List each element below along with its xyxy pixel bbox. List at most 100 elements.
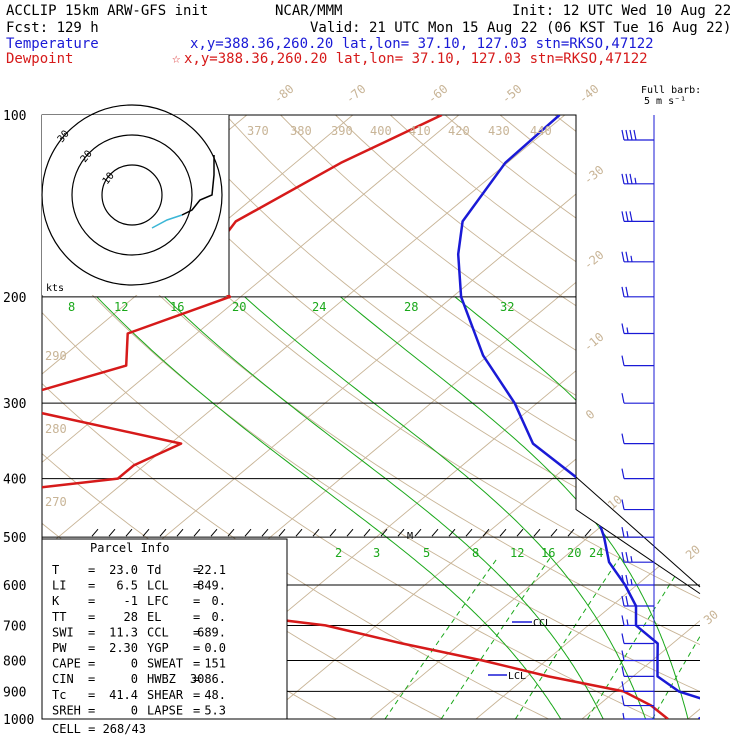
hatch-mark (431, 528, 439, 537)
temp-axis-label: 20 (232, 300, 246, 314)
temp-axis-label: 28 (404, 300, 418, 314)
parcel-eq: = (88, 594, 95, 608)
parcel-key: SREH (52, 703, 81, 717)
isotherm-label: -10 (581, 330, 607, 355)
pressure-tick-label: 900 (3, 685, 26, 700)
header-model: ACCLIP 15km ARW-GFS init (6, 3, 208, 19)
isotherm-label: -20 (581, 248, 607, 273)
wind-barb (621, 552, 654, 563)
wind-barb (621, 650, 654, 662)
wind-barb (621, 633, 654, 645)
mixing-ratio-label: 3 (373, 546, 380, 560)
mixing-ratio-line (699, 557, 700, 719)
parcel-key: Tc (52, 688, 66, 702)
dry-adiabat (609, 115, 700, 719)
header-valid: Valid: 21 UTC Mon 15 Aug 22 (06 KST Tue … (310, 20, 731, 36)
dry-adiabat (225, 115, 700, 719)
parcel-eq: = (193, 625, 200, 639)
temp-axis-label: 16 (170, 300, 184, 314)
parcel-value: 2.30 (109, 641, 138, 655)
mixing-ratio-label: 8 (472, 546, 479, 560)
parcel-key: EL (147, 610, 161, 624)
frame-diagonal (575, 476, 701, 588)
hodograph-high (181, 155, 215, 216)
parcel-key: CIN (52, 672, 74, 686)
parcel-key: LCL (147, 579, 169, 593)
mixing-ratio-label: 12 (510, 546, 524, 560)
hatch-mark (550, 528, 558, 537)
parcel-eq: = (88, 703, 95, 717)
hatch-mark (295, 528, 303, 537)
hatch-mark (244, 528, 252, 537)
parcel-value: 48. (204, 688, 226, 702)
hatch-mark (261, 528, 269, 537)
wind-barb (621, 286, 654, 298)
hatch-mark (159, 528, 167, 537)
parcel-eq: = (88, 641, 95, 655)
parcel-eq: = (193, 594, 200, 608)
parcel-key: HWBZ (147, 672, 176, 686)
theta-label: 410 (409, 124, 431, 138)
dry-adiabat (60, 115, 700, 719)
parcel-value: 689. (197, 625, 226, 639)
wind-barb (621, 527, 654, 538)
hatch-mark (482, 528, 490, 537)
hatch-mark (465, 528, 473, 537)
lcl-label: LCL (508, 671, 526, 682)
parcel-eq: = (193, 688, 200, 702)
wind-barb (622, 712, 654, 720)
parcel-value: 849. (197, 579, 226, 593)
hatch-mark (533, 528, 541, 537)
mixing-ratio-line (514, 557, 621, 719)
hatch-mark (193, 528, 201, 537)
parcel-value: -1 (124, 594, 138, 608)
mixing-ratio-line (440, 557, 551, 719)
parcel-info-box (41, 538, 288, 720)
wind-barb (621, 666, 654, 677)
hatch-mark (108, 528, 116, 537)
pressure-tick-label: 100 (3, 109, 26, 124)
isotherm-line (581, 115, 700, 719)
mixing-ratio-label: 20 (567, 546, 581, 560)
wind-barb (621, 355, 654, 367)
wind-barb (621, 615, 654, 627)
parcel-eq: = (193, 610, 200, 624)
hatch-mark (176, 528, 184, 537)
parcel-value: 0 (131, 672, 138, 686)
isotherm-label: -60 (425, 82, 451, 107)
isotherm-line (475, 115, 700, 719)
isotherm-line (42, 115, 460, 719)
pressure-tick-label: 200 (3, 291, 26, 306)
parcel-eq: = (193, 641, 200, 655)
hatch-mark (380, 528, 388, 537)
wind-barb (621, 499, 654, 511)
hatch-mark (499, 528, 507, 537)
parcel-value: 151 (204, 657, 226, 671)
dry-adiabat (664, 115, 700, 719)
dry-adiabat (444, 115, 700, 719)
star-icon: ☆ (172, 51, 181, 67)
hatch-mark (278, 528, 286, 537)
parcel-value: 0. (212, 594, 226, 608)
hodograph-ring (71, 134, 193, 256)
parcel-eq: = (88, 672, 95, 686)
theta-label: 420 (448, 124, 470, 138)
pressure-tick-label: 1000 (3, 713, 34, 728)
hatch-mark (227, 528, 235, 537)
parcel-key: Td (147, 563, 161, 577)
dry-adiabat (335, 115, 700, 719)
isotherm-line (687, 115, 700, 719)
hatch-mark (312, 528, 320, 537)
plot-frame (41, 114, 701, 719)
mixing-ratio-label: 16 (541, 546, 555, 560)
barb-scale: 5 m s⁻¹ (644, 96, 686, 107)
parcel-key: SWEAT (147, 657, 183, 671)
parcel-value: 0 (131, 657, 138, 671)
dry-adiabat (42, 115, 700, 719)
hatch-mark (567, 528, 575, 537)
mixing-ratio-label: 24 (589, 546, 603, 560)
header-init: Init: 12 UTC Wed 10 Aug 22 (512, 3, 731, 19)
hatch-mark (516, 528, 524, 537)
hatch-mark (210, 528, 218, 537)
pressure-tick-label: 700 (3, 619, 26, 634)
